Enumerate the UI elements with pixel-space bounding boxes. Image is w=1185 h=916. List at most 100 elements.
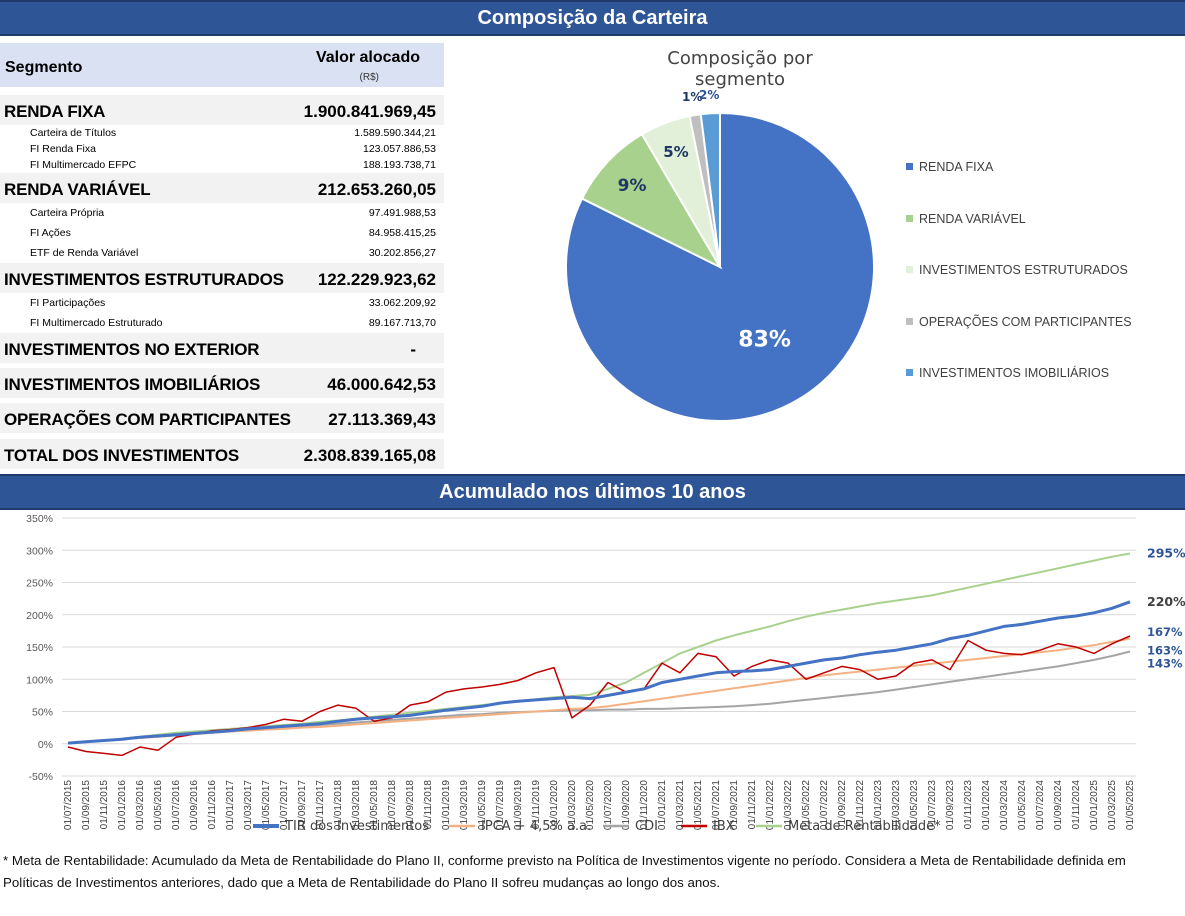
x-tick-label: 01/07/2023: [927, 780, 938, 830]
x-tick-label: 01/05/2024: [1017, 780, 1028, 830]
total-value: 2.308.839.165,08: [303, 446, 436, 465]
subsegment-label: FI Renda Fixa: [30, 143, 96, 155]
table-row: FI Ações 84.958.415,25: [0, 223, 444, 243]
legend-label: RENDA VARIÁVEL: [919, 211, 1026, 226]
pie-slice: [580, 132, 723, 270]
subsegment-value: 1.589.590.344,21: [354, 127, 436, 139]
x-tick-label: 01/05/2021: [693, 780, 704, 830]
subsegment-label: FI Multimercado Estruturado: [30, 317, 163, 329]
x-tick-label: 01/03/2017: [243, 780, 254, 830]
legend-label: RENDA FIXA: [919, 160, 994, 174]
pie-slice: [699, 111, 721, 268]
x-tick-label: 01/01/2018: [333, 780, 344, 830]
x-tick-label: 01/05/2020: [585, 780, 596, 830]
x-tick-label: 01/07/2024: [1035, 780, 1046, 830]
x-tick-label: 01/07/2016: [171, 780, 182, 830]
x-tick-label: 01/09/2022: [837, 780, 848, 830]
table-row: Carteira Própria 97.491.988,53: [0, 203, 444, 223]
legend-item: INVESTIMENTOS ESTRUTURADOS: [906, 263, 1128, 277]
x-tick-label: 01/03/2020: [567, 780, 578, 830]
legend-label: Meta de Rentabilidade*: [788, 819, 941, 834]
x-tick-label: 01/09/2021: [729, 780, 740, 830]
value-unit-label: (R$): [359, 72, 379, 83]
segment-label: RENDA FIXA: [4, 102, 106, 121]
x-tick-label: 01/03/2019: [459, 780, 470, 830]
subsegment-value: 84.958.415,25: [368, 227, 436, 239]
segment-value: 122.229.923,62: [317, 270, 436, 289]
x-tick-label: 01/01/2019: [441, 780, 452, 830]
x-tick-label: 01/03/2023: [891, 780, 902, 830]
x-tick-label: 01/09/2016: [189, 780, 200, 830]
legend-swatch: [906, 163, 913, 171]
series-end-label: 220%: [1147, 594, 1185, 609]
x-tick-label: 01/01/2017: [225, 780, 236, 830]
y-tick-label: 50%: [32, 707, 53, 719]
series-line: [67, 552, 1131, 745]
subsegment-label: Carteira de Títulos: [30, 127, 117, 139]
x-tick-label: 01/01/2025: [1089, 780, 1100, 830]
y-tick-label: 300%: [26, 545, 53, 557]
subsegment-value: 89.167.713,70: [368, 317, 436, 329]
x-tick-label: 01/01/2016: [117, 780, 128, 830]
y-tick-label: 200%: [26, 610, 53, 622]
x-tick-label: 01/05/2019: [477, 780, 488, 830]
table-row: INVESTIMENTOS ESTRUTURADOS 122.229.923,62: [0, 263, 444, 293]
x-tick-label: 01/09/2019: [513, 780, 524, 830]
legend-item: RENDA FIXA: [906, 160, 993, 174]
x-tick-label: 01/07/2021: [711, 780, 722, 830]
table-row: INVESTIMENTOS IMOBILIÁRIOS 46.000.642,53: [0, 368, 444, 398]
subsegment-value: 30.202.856,27: [368, 247, 436, 259]
table-row: RENDA FIXA 1.900.841.969,45: [0, 95, 444, 125]
table-row: INVESTIMENTOS NO EXTERIOR -: [0, 333, 444, 363]
x-tick-label: 01/07/2020: [603, 780, 614, 830]
x-tick-label: 01/01/2024: [981, 780, 992, 830]
x-tick-label: 01/07/2015: [63, 780, 74, 830]
segment-label: OPERAÇÕES COM PARTICIPANTES: [4, 410, 291, 429]
x-tick-label: 01/03/2022: [783, 780, 794, 830]
subsegment-value: 97.491.988,53: [368, 207, 436, 219]
legend-item: INVESTIMENTOS IMOBILIÁRIOS: [906, 366, 1109, 380]
x-tick-label: 01/03/2016: [135, 780, 146, 830]
table-row: OPERAÇÕES COM PARTICIPANTES 27.113.369,43: [0, 403, 444, 433]
x-tick-label: 01/01/2020: [549, 780, 560, 830]
line-chart: -50% 0% 50% 100% 150% 200% 250% 300% 350% 01/07/2…: [26, 513, 1185, 834]
x-tick-label: 01/11/2023: [963, 780, 974, 830]
legend-label: INVESTIMENTOS ESTRUTURADOS: [919, 263, 1128, 277]
y-tick-label: 100%: [26, 674, 53, 686]
x-tick-label: 01/03/2018: [351, 780, 362, 830]
x-tick-label: 01/09/2018: [405, 780, 416, 830]
x-tick-label: 01/03/2024: [999, 780, 1010, 830]
table-header: Segmento Valor alocado (R$): [0, 43, 444, 87]
x-tick-label: 01/07/2017: [279, 780, 290, 830]
x-tick-label: 01/01/2023: [873, 780, 884, 830]
legend-swatch: [906, 266, 913, 274]
x-tick-label: 01/11/2022: [855, 780, 866, 830]
segment-value: -: [410, 340, 416, 359]
x-tick-label: 01/09/2023: [945, 780, 956, 830]
legend-label: OPERAÇÕES COM PARTICIPANTES: [919, 314, 1132, 329]
series-end-label: 143%: [1147, 657, 1183, 671]
segment-value: 46.000.642,53: [327, 375, 436, 394]
legend-item: RENDA VARIÁVEL: [906, 212, 1026, 226]
x-tick-label: 01/05/2017: [261, 780, 272, 830]
x-tick-label: 01/09/2015: [81, 780, 92, 830]
subsegment-label: FI Multimercado EFPC: [30, 159, 137, 171]
segment-value: 1.900.841.969,45: [303, 102, 436, 121]
y-tick-label: 250%: [26, 578, 53, 590]
x-tick-label: 01/03/2021: [675, 780, 686, 830]
value-column-header: Valor alocado: [315, 49, 420, 66]
accumulated-header: Acumulado nos últimos 10 anos: [0, 474, 1185, 510]
subsegment-label: FI Participações: [30, 297, 106, 309]
y-tick-label: 150%: [26, 642, 53, 654]
x-tick-label: 01/11/2020: [639, 780, 650, 830]
legend-label: IBX: [713, 819, 735, 834]
x-tick-label: 01/01/2021: [657, 780, 668, 830]
x-tick-label: 01/11/2018: [423, 780, 434, 830]
pie-chart-title: Composição por segmento: [667, 48, 813, 90]
x-tick-label: 01/05/2016: [153, 780, 164, 830]
series-line: [67, 600, 1131, 745]
subsegment-label: ETF de Renda Variável: [30, 247, 139, 259]
subsegment-value: 188.193.738,71: [363, 159, 436, 171]
x-tick-label: 01/11/2021: [747, 780, 758, 830]
x-tick-label: 01/11/2019: [531, 780, 542, 830]
